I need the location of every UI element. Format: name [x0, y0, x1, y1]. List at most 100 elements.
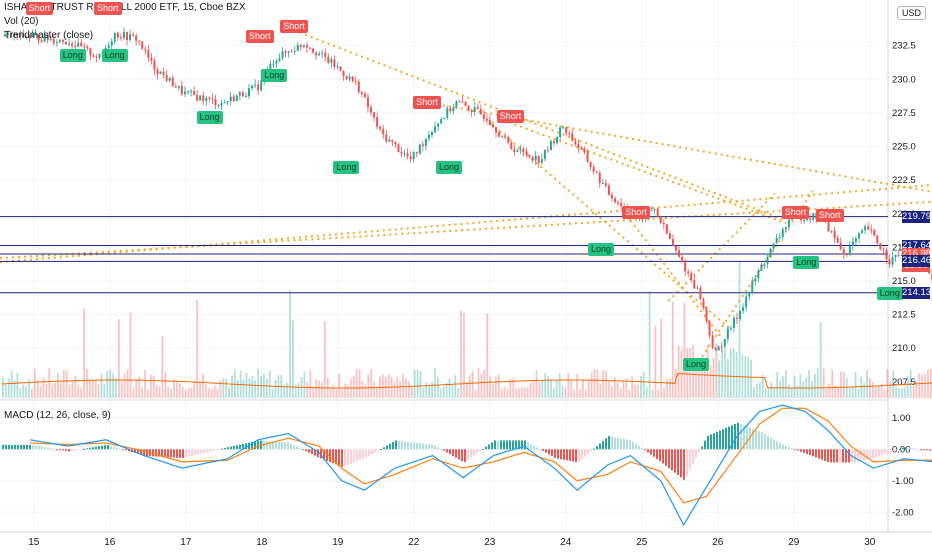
- candle-body: [107, 45, 110, 49]
- candle-body: [684, 262, 687, 272]
- price-tick-label: 225.0: [892, 142, 916, 153]
- volume-bar: [555, 380, 558, 398]
- candle-body: [37, 34, 40, 41]
- candle-body: [68, 43, 71, 45]
- volume-bar: [376, 386, 378, 398]
- volume-bar: [416, 369, 419, 398]
- volume-bar: [57, 372, 59, 398]
- candle-body: [293, 50, 296, 52]
- volume-bar: [170, 388, 172, 398]
- candle-body: [330, 59, 333, 63]
- macd-histogram-bar: [824, 449, 826, 461]
- macd-histogram-bar: [548, 449, 550, 455]
- macd-histogram-bar: [95, 446, 97, 450]
- trendmaster-indicator-label[interactable]: Trendmaster (close): [4, 30, 94, 41]
- volume-bar: [587, 380, 590, 398]
- macd-histogram-bar: [821, 449, 823, 460]
- macd-histogram-bar: [230, 446, 232, 450]
- volume-bar: [439, 388, 442, 398]
- macd-histogram-bar: [893, 449, 895, 452]
- candle-body: [449, 108, 452, 112]
- volume-bar: [558, 372, 561, 398]
- time-tick-label: 17: [180, 537, 192, 548]
- volume-bar: [335, 389, 338, 398]
- volume-bar: [503, 387, 506, 398]
- macd-histogram-bar: [551, 449, 553, 457]
- volume-bar: [727, 358, 729, 398]
- candle-body: [726, 328, 729, 340]
- long-signal-tag: Long: [588, 242, 615, 256]
- macd-histogram-bar: [530, 443, 532, 450]
- macd-histogram-bar: [794, 449, 796, 451]
- candle-body: [74, 45, 77, 47]
- volume-bar: [712, 358, 715, 398]
- candle-body: [275, 60, 278, 64]
- volume-bar: [155, 384, 158, 398]
- macd-histogram-bar: [695, 449, 697, 459]
- long-signal-tag: Long: [261, 69, 288, 83]
- candle-body: [34, 34, 37, 36]
- macd-histogram-bar: [704, 440, 706, 450]
- volume-bar: [698, 358, 700, 398]
- candle-body: [83, 46, 86, 48]
- volume-bar: [428, 384, 431, 398]
- macd-histogram-bar: [779, 442, 781, 450]
- macd-histogram-bar: [245, 443, 247, 450]
- macd-histogram-bar: [581, 449, 583, 460]
- volume-bar: [553, 387, 555, 398]
- candle-body: [458, 101, 461, 103]
- volume-bar: [86, 368, 88, 398]
- volume-bar: [645, 387, 648, 398]
- macd-histogram-bar: [674, 449, 676, 473]
- volume-bar: [402, 373, 404, 398]
- volume-bar: [329, 387, 332, 398]
- macd-indicator-label[interactable]: MACD (12, 26, close, 9): [4, 410, 111, 421]
- macd-histogram-bar: [92, 447, 94, 450]
- macd-histogram-bar: [875, 449, 877, 458]
- volume-bar: [808, 370, 810, 398]
- volume-bar: [758, 382, 761, 398]
- long-signal-tag: Long: [876, 287, 903, 301]
- macd-histogram-bar: [488, 444, 490, 450]
- volume-bar: [216, 389, 219, 398]
- volume-bar: [718, 360, 721, 398]
- macd-histogram-bar: [596, 446, 598, 450]
- macd-histogram-bar: [713, 433, 715, 450]
- candle-body: [574, 140, 577, 144]
- volume-bar: [674, 369, 677, 398]
- candle-body: [668, 233, 671, 240]
- candle-body: [879, 243, 882, 250]
- macd-histogram-bar: [5, 444, 7, 450]
- volume-bar: [178, 383, 181, 398]
- candle-body: [144, 48, 147, 51]
- candle-body: [241, 92, 244, 97]
- candle-body: [116, 32, 119, 38]
- volume-bar: [819, 322, 822, 398]
- volume-bar: [872, 382, 874, 398]
- candle-body: [208, 97, 211, 99]
- candle-body: [851, 241, 854, 247]
- volume-bar: [205, 384, 207, 398]
- volume-bar: [564, 387, 567, 398]
- volume-bar: [761, 374, 764, 398]
- volume-bar: [31, 388, 33, 398]
- candle-body: [650, 209, 653, 211]
- volume-bar: [756, 383, 758, 398]
- volume-bar: [22, 384, 25, 398]
- candle-body: [498, 132, 501, 137]
- macd-histogram-bar: [266, 441, 268, 450]
- candle-body: [403, 153, 406, 155]
- volume-bar: [793, 375, 796, 398]
- candle-body: [470, 110, 473, 112]
- currency-badge[interactable]: USD: [896, 6, 926, 20]
- macd-histogram-bar: [554, 449, 556, 458]
- volume-indicator-label[interactable]: Vol (20): [4, 16, 39, 27]
- volume-bar: [13, 380, 16, 398]
- macd-histogram-bar: [107, 445, 109, 450]
- candle-body: [601, 182, 604, 184]
- macd-histogram-bar: [722, 429, 724, 450]
- macd-histogram-bar: [227, 447, 229, 450]
- macd-histogram-bar: [53, 448, 55, 450]
